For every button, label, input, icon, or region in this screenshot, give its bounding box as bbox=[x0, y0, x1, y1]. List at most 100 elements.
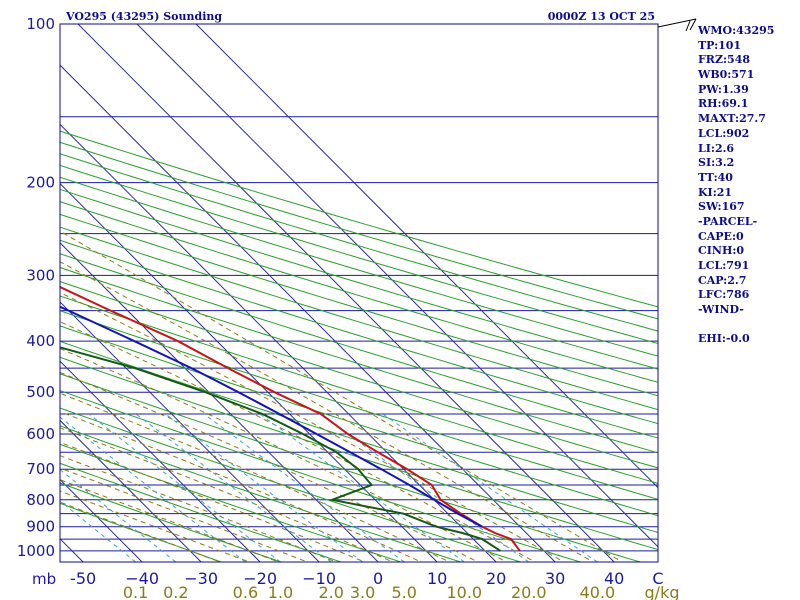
mixing-ratio-line bbox=[382, 413, 598, 562]
temperature-tick-label: −20 bbox=[243, 569, 277, 588]
wind-barb bbox=[657, 18, 697, 32]
index-item: LFC:786 bbox=[698, 288, 750, 302]
wind-barb-flag bbox=[689, 18, 697, 31]
wind-barb-flag bbox=[685, 20, 691, 32]
dry-adiabat bbox=[60, 176, 658, 357]
dry-adiabat bbox=[60, 213, 658, 397]
dry-adiabat bbox=[60, 482, 283, 562]
pressure-axis: 100 200 300 400 500 600 700 800 900 1000 bbox=[17, 15, 55, 560]
pressure-tick-label: 800 bbox=[26, 491, 55, 509]
mixing-ratio-unit-label: g/kg bbox=[645, 583, 680, 600]
pressure-tick-label: 500 bbox=[26, 383, 55, 401]
index-item: LI:2.6 bbox=[698, 141, 735, 155]
dry-adiabat bbox=[60, 141, 658, 320]
isotherm-line bbox=[60, 419, 202, 562]
index-item bbox=[698, 318, 774, 333]
index-item: WMO:43295 bbox=[698, 24, 775, 37]
sounding-traces bbox=[60, 285, 521, 552]
index-item: LCL:791 bbox=[698, 259, 750, 272]
pressure-tick-label: 1000 bbox=[17, 542, 55, 560]
temperature-tick-label: −30 bbox=[184, 569, 218, 588]
sounding-time: 0000Z 13 OCT 25 bbox=[548, 10, 655, 23]
bottom-axes: mb -50 −40 −30 −20 −10 0 10 20 30 40 C 0.1 0.2 0.6 1.0 2… bbox=[32, 569, 679, 600]
dry-adiabat bbox=[60, 373, 642, 562]
index-item: TT:40 bbox=[698, 170, 733, 184]
dry-adiabat bbox=[60, 310, 658, 500]
dry-adiabat bbox=[60, 425, 463, 562]
mixing-ratio-tick-label: 1.0 bbox=[268, 583, 293, 600]
index-item: TP:101 bbox=[698, 38, 742, 52]
isotherm-line bbox=[77, 24, 615, 562]
mixing-ratio-tick-label: 20.0 bbox=[511, 583, 547, 600]
moist-adiabat bbox=[60, 261, 594, 562]
dry-adiabat bbox=[60, 340, 658, 533]
temperature-tick-label: -50 bbox=[70, 569, 96, 588]
index-item: PW:1.39 bbox=[698, 82, 749, 96]
temperature-tick-label: 30 bbox=[545, 569, 565, 588]
pressure-unit-label: mb bbox=[32, 570, 56, 588]
index-item: CINH:0 bbox=[698, 244, 745, 258]
index-item: WB0:571 bbox=[698, 68, 755, 82]
isotherm-line bbox=[60, 242, 379, 562]
isotherm-line bbox=[60, 182, 438, 562]
station-title: VO295 (43295) Sounding bbox=[65, 10, 222, 23]
mixing-ratio-line bbox=[203, 413, 405, 562]
index-item: KI:21 bbox=[698, 185, 733, 199]
index-item: -PARCEL- bbox=[698, 214, 758, 228]
dry-adiabat bbox=[60, 201, 658, 383]
index-item: EHI:-0.0 bbox=[698, 332, 750, 346]
temperature-tick-label: −40 bbox=[125, 569, 159, 588]
mixing-ratio-line bbox=[60, 468, 177, 562]
dry-adiabat bbox=[60, 325, 658, 517]
mixing-ratio-line bbox=[259, 413, 465, 562]
plot-background bbox=[60, 24, 658, 562]
moist-adiabat bbox=[60, 455, 338, 562]
pressure-tick-label: 200 bbox=[26, 174, 55, 192]
temperature-tick-label: 20 bbox=[486, 569, 506, 588]
dry-adiabat bbox=[60, 130, 658, 308]
isotherm-line bbox=[60, 301, 320, 562]
mixing-ratio-tick-label: 40.0 bbox=[580, 583, 616, 600]
index-item: -WIND- bbox=[698, 303, 744, 317]
moist-adiabat bbox=[60, 371, 480, 562]
temperature-tick-label: 10 bbox=[427, 569, 447, 588]
temperature-tick-label: 0 bbox=[373, 569, 383, 588]
mixing-ratio-tick-label: 5.0 bbox=[391, 583, 416, 600]
index-item: CAP:2.7 bbox=[698, 273, 747, 287]
stability-indices: WMO:43295 TP:101 FRZ:548 WB0:571 PW:1.39 RH:6… bbox=[698, 24, 774, 347]
temperature-tick-label: 40 bbox=[604, 569, 624, 588]
isotherm-line bbox=[0, 24, 24, 562]
pressure-tick-label: 700 bbox=[26, 460, 55, 478]
moist-adiabat bbox=[60, 411, 423, 562]
dry-adiabat bbox=[60, 153, 658, 332]
moist-adiabat bbox=[60, 230, 623, 562]
dry-adiabat bbox=[60, 266, 658, 454]
dry-adiabat bbox=[60, 253, 658, 439]
isotherm-line bbox=[136, 24, 658, 548]
pressure-tick-label: 300 bbox=[26, 266, 55, 284]
isotherm-line bbox=[60, 360, 261, 562]
dry-adiabat bbox=[60, 443, 403, 562]
dry-adiabat bbox=[60, 239, 658, 425]
index-item: RH:69.1 bbox=[698, 97, 749, 111]
dry-adiabat bbox=[60, 356, 658, 551]
isotherm-line bbox=[195, 24, 658, 489]
index-item: LCL:902 bbox=[698, 126, 750, 140]
wind-barb-staff bbox=[657, 18, 697, 28]
pressure-tick-label: 600 bbox=[26, 425, 55, 443]
dry-adiabat bbox=[60, 502, 223, 562]
mixing-ratio-tick-label: 0.1 bbox=[123, 583, 148, 600]
dry-adiabat bbox=[60, 281, 658, 469]
dry-adiabat bbox=[60, 390, 582, 562]
index-item: FRZ:548 bbox=[698, 53, 751, 67]
pressure-tick-label: 900 bbox=[26, 518, 55, 536]
temperature-unit-label: C bbox=[652, 569, 663, 588]
mixing-ratio-tick-label: 2.0 bbox=[318, 583, 343, 600]
dry-adiabat bbox=[60, 407, 523, 562]
dewpoint-profile bbox=[60, 346, 501, 552]
pressure-tick-label: 100 bbox=[26, 15, 55, 33]
index-item: SW:167 bbox=[698, 200, 745, 214]
mixing-ratio-tick-label: 0.2 bbox=[163, 583, 188, 600]
dry-adiabat bbox=[60, 188, 658, 370]
